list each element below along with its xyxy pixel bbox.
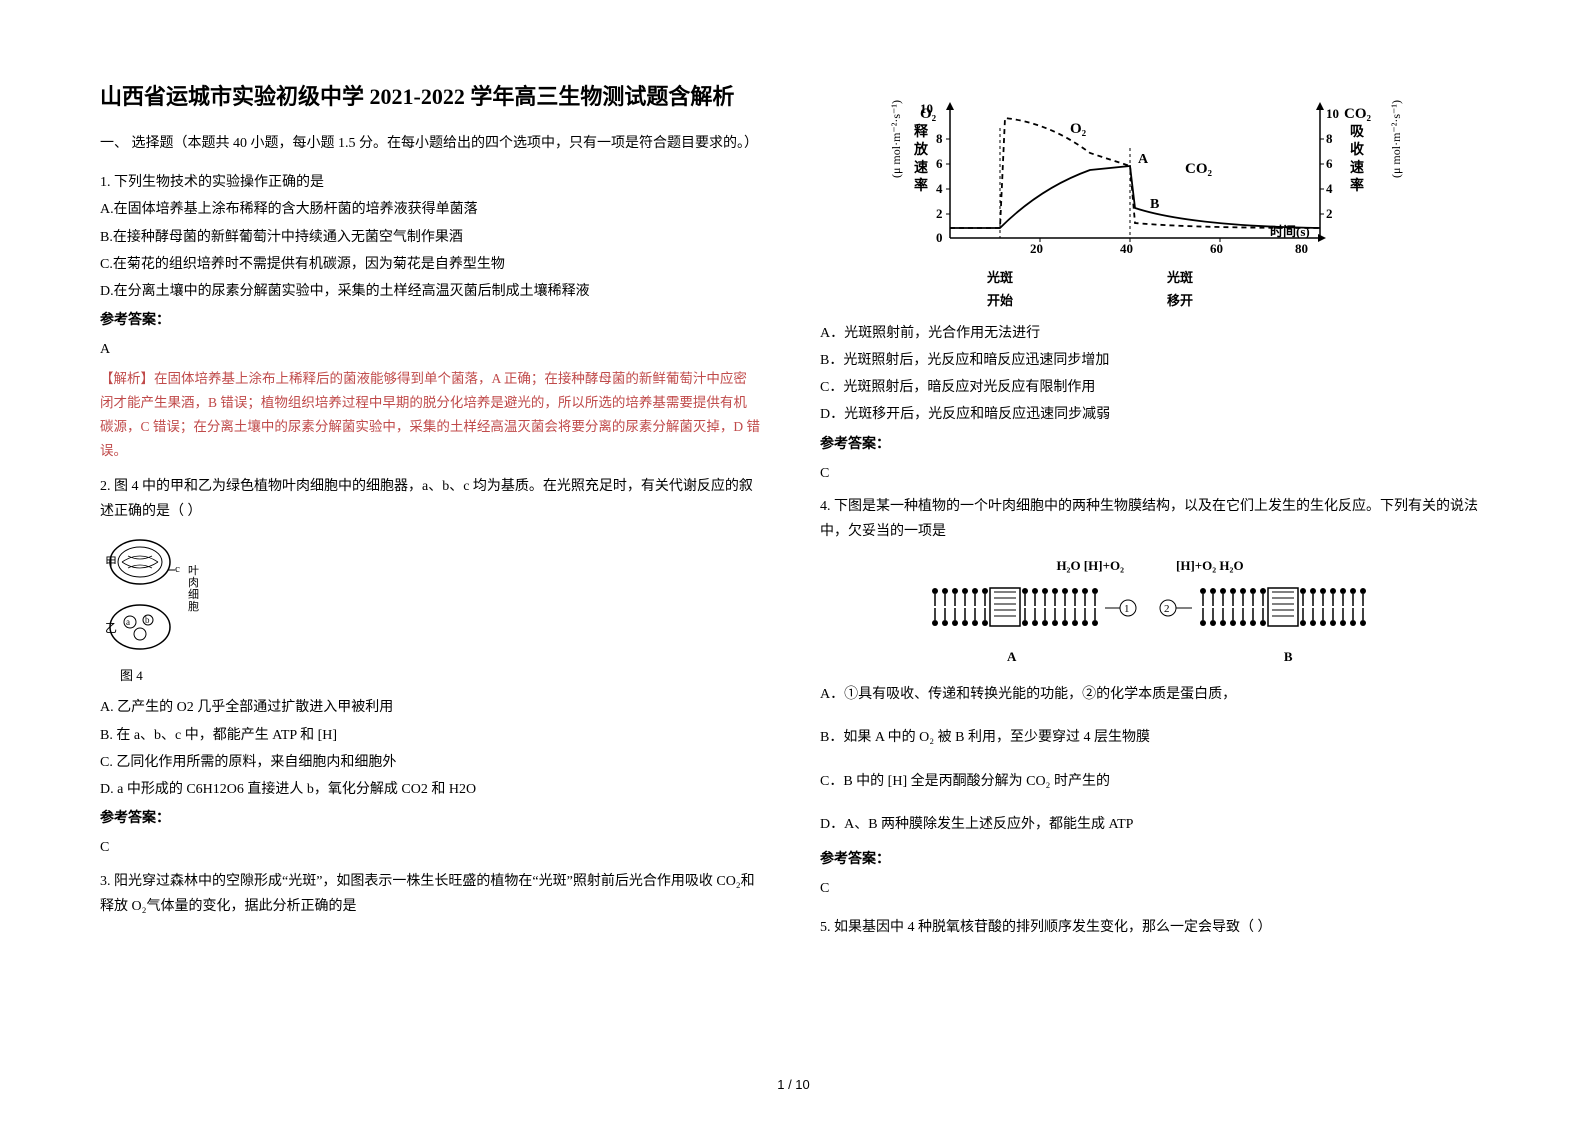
svg-text:1: 1 [1124,603,1130,615]
svg-text:B: B [1150,197,1159,212]
page-footer: 1 / 10 [0,1077,1587,1092]
mem-sublabel-b: B [1198,645,1378,668]
figure-4-label: 图 4 [120,664,220,687]
svg-text:速: 速 [1350,159,1364,176]
document-title: 山西省运城市实验初级中学 2021-2022 学年高三生物测试题含解析 [100,80,760,113]
svg-text:胞: 胞 [188,600,199,613]
mem-label-right: [H]+O₂ H₂O [1176,558,1244,573]
svg-text:40: 40 [1120,241,1133,256]
y-left-unit: (μ mol·m⁻²·s⁻¹) [890,100,903,178]
q1-answer-label: 参考答案： [100,308,760,333]
q2-answer: C [100,835,760,860]
svg-text:收: 收 [1350,141,1365,158]
svg-text:b: b [145,615,150,625]
svg-text:O₂: O₂ [1070,121,1087,137]
membrane-figure: H₂O [H]+O₂ [H]+O₂ H₂O [820,554,1480,668]
svg-text:吸: 吸 [1350,124,1365,140]
q4-answer: C [820,876,1480,901]
svg-text:c: c [175,563,180,575]
q4-stem: 4. 下图是某一种植物的一个叶肉细胞中的两种生物膜结构，以及在它们上发生的生化反… [820,494,1480,544]
svg-text:2: 2 [936,206,943,221]
q3-answer: C [820,461,1480,486]
svg-text:速: 速 [914,159,928,176]
q4-option-b: B．如果 A 中的 O₂ 被 B 利用，至少要穿过 4 层生物膜 [820,725,1480,750]
svg-text:8: 8 [936,131,943,146]
svg-text:细: 细 [188,588,199,601]
chart-marker-start: 光斑 开始 [987,266,1013,313]
svg-text:甲: 甲 [105,555,117,569]
q2-option-b: B. 在 a、b、c 中，都能产生 ATP 和 [H] [100,723,760,748]
section-heading: 一、 选择题（本题共 40 小题，每小题 1.5 分。在每小题给出的四个选项中，… [100,131,760,156]
svg-text:A: A [1138,152,1149,167]
svg-text:率: 率 [914,177,928,194]
q3-option-c: C．光斑照射后，暗反应对光反应有限制作用 [820,375,1480,400]
q2-stem: 2. 图 4 中的甲和乙为绿色植物叶肉细胞中的细胞器，a、b、c 均为基质。在光… [100,474,760,524]
svg-text:率: 率 [1350,177,1364,194]
q1-stem: 1. 下列生物技术的实验操作正确的是 [100,170,760,195]
q4-option-c: C．B 中的 [H] 全是丙酮酸分解为 CO₂ 时产生的 [820,769,1480,794]
question-2: 2. 图 4 中的甲和乙为绿色植物叶肉细胞中的细胞器，a、b、c 均为基质。在光… [100,474,760,861]
right-column: (μ mol·m⁻²·s⁻¹) O₂ 10 释 放 速 率 0 2 [820,80,1480,949]
q3-option-a: A．光斑照射前，光合作用无法进行 [820,321,1480,346]
svg-text:10: 10 [920,101,933,116]
q1-option-b: B.在接种酵母菌的新鲜葡萄汁中持续通入无菌空气制作果酒 [100,225,760,250]
q1-option-a: A.在固体培养基上涂布稀释的含大肠杆菌的培养液获得单菌落 [100,197,760,222]
q2-option-a: A. 乙产生的 O2 几乎全部通过扩散进入甲被利用 [100,695,760,720]
svg-text:叶: 叶 [188,564,199,577]
svg-text:6: 6 [936,156,943,171]
q2-answer-label: 参考答案： [100,806,760,831]
question-3-stem: 3. 阳光穿过森林中的空隙形成“光斑”，如图表示一株生长旺盛的植物在“光斑”照射… [100,869,760,919]
svg-text:4: 4 [936,181,943,196]
figure-4: 甲 c 叶 肉 细 胞 a b 乙 [100,532,220,687]
chart-marker-end: 光斑 移开 [1167,266,1193,313]
svg-text:CO₂: CO₂ [1344,106,1372,122]
q3-stem: 3. 阳光穿过森林中的空隙形成“光斑”，如图表示一株生长旺盛的植物在“光斑”照射… [100,869,760,919]
svg-text:CO₂: CO₂ [1185,161,1213,177]
q3-option-b: B．光斑照射后，光反应和暗反应迅速同步增加 [820,348,1480,373]
q2-option-c: C. 乙同化作用所需的原料，来自细胞内和细胞外 [100,750,760,775]
svg-text:2: 2 [1164,603,1170,615]
svg-text:60: 60 [1210,241,1223,256]
q2-option-d: D. a 中形成的 C6H12O6 直接进人 b，氧化分解成 CO2 和 H2O [100,777,760,802]
svg-text:肉: 肉 [188,576,199,589]
question-5: 5. 如果基因中 4 种脱氧核苷酸的排列顺序发生变化，那么一定会导致（ ） [820,915,1480,940]
q3-option-d: D．光斑移开后，光反应和暗反应迅速同步减弱 [820,402,1480,427]
svg-text:80: 80 [1295,241,1308,256]
svg-text:2: 2 [1326,206,1333,221]
q4-option-a: A．①具有吸收、传递和转换光能的功能，②的化学本质是蛋白质， [820,682,1480,707]
q4-answer-label: 参考答案： [820,847,1480,872]
mem-label-left: H₂O [H]+O₂ [1056,558,1124,573]
question-4: 4. 下图是某一种植物的一个叶肉细胞中的两种生物膜结构，以及在它们上发生的生化反… [820,494,1480,901]
light-spot-chart: (μ mol·m⁻²·s⁻¹) O₂ 10 释 放 速 率 0 2 [820,88,1480,313]
q1-answer: A [100,337,760,362]
svg-text:乙: 乙 [105,621,117,635]
svg-text:a: a [126,617,130,627]
membrane-svg: 1 2 [920,580,1380,634]
mem-sublabel-a: A [922,645,1102,668]
svg-text:释: 释 [914,123,929,140]
svg-text:放: 放 [913,141,929,158]
left-column: 山西省运城市实验初级中学 2021-2022 学年高三生物测试题含解析 一、 选… [100,80,760,949]
q1-option-d: D.在分离土壤中的尿素分解菌实验中，采集的土样经高温灭菌后制成土壤稀释液 [100,279,760,304]
q4-option-d: D．A、B 两种膜除发生上述反应外，都能生成 ATP [820,812,1480,837]
page: 山西省运城市实验初级中学 2021-2022 学年高三生物测试题含解析 一、 选… [0,0,1587,989]
svg-text:10: 10 [1326,106,1339,121]
q3-answer-label: 参考答案： [820,432,1480,457]
q1-option-c: C.在菊花的组织培养时不需提供有机碳源，因为菊花是自养型生物 [100,252,760,277]
q1-analysis: 【解析】在固体培养基上涂布上稀释后的菌液能够得到单个菌落，A 正确；在接种酵母菌… [100,367,760,464]
svg-text:8: 8 [1326,131,1333,146]
svg-text:4: 4 [1326,181,1333,196]
question-1: 1. 下列生物技术的实验操作正确的是 A.在固体培养基上涂布稀释的含大肠杆菌的培… [100,170,760,464]
svg-text:20: 20 [1030,241,1043,256]
svg-text:0: 0 [936,230,943,245]
q5-stem: 5. 如果基因中 4 种脱氧核苷酸的排列顺序发生变化，那么一定会导致（ ） [820,915,1480,940]
svg-text:(μ mol·m⁻²·s⁻¹): (μ mol·m⁻²·s⁻¹) [1389,100,1403,178]
svg-text:6: 6 [1326,156,1333,171]
